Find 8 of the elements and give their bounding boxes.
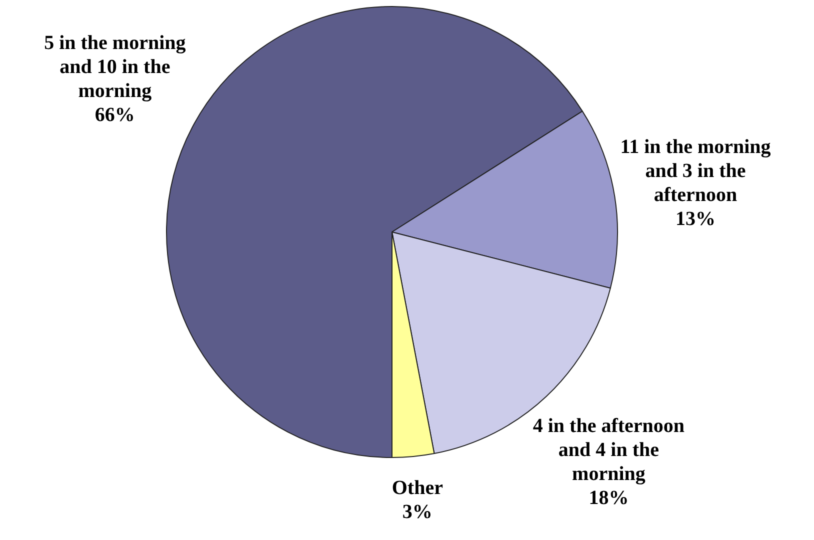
data-label: 3% [402, 501, 432, 524]
slice-label: Other [392, 477, 444, 500]
slice-label: 4 in the afternoon and 4 in the morning [532, 414, 685, 485]
data-label: 13% [675, 208, 716, 230]
slice-label: 11 in the morning and 3 in the afternoon [620, 136, 771, 206]
data-label: 18% [588, 486, 629, 509]
slice-label: 5 in the morning and 10 in the morning [44, 32, 186, 102]
data-label: 66% [94, 104, 135, 126]
